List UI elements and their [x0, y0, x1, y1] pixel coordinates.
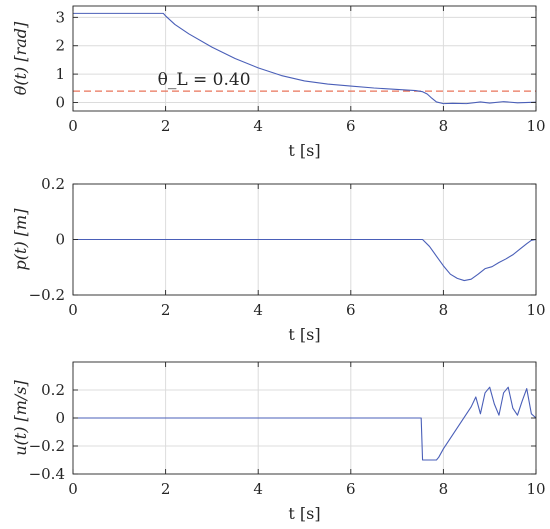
theta-series-line [73, 12, 537, 105]
velocity-x-axis-label: t [s] [288, 504, 320, 523]
velocity-x-tick-label: 10 [526, 480, 545, 498]
theta-y-tick-label: 3 [55, 8, 65, 26]
theta-subplot: 0 2 4 6 8 10 0 1 2 3 t [s] θ(t) [rad] θ_L = 0.40 [11, 5, 546, 160]
theta-x-tick-label: 4 [253, 117, 263, 135]
velocity-x-tick-label: 0 [68, 480, 78, 498]
theta-y-tick-label: 1 [55, 65, 65, 83]
position-x-tick-label: 10 [526, 301, 545, 319]
velocity-subplot: 0 2 4 6 8 10 −0.4 −0.2 0 0.2 t [s] u(t) [m/s] [11, 361, 546, 523]
position-x-axis-label: t [s] [288, 325, 320, 344]
position-y-axis-label: p(t) [m] [11, 208, 30, 271]
velocity-y-tick-label: −0.4 [29, 465, 65, 483]
velocity-series-line [73, 386, 537, 461]
velocity-x-tick-label: 2 [161, 480, 171, 498]
theta-axes-frame [72, 5, 537, 112]
velocity-x-tick-label: 6 [346, 480, 356, 498]
velocity-x-tick-label: 8 [439, 480, 449, 498]
velocity-y-tick-label: 0.2 [41, 381, 65, 399]
theta-x-axis-label: t [s] [288, 141, 320, 160]
velocity-y-axis-label: u(t) [m/s] [11, 379, 30, 455]
position-series-line [73, 238, 537, 282]
position-x-tick-label: 0 [68, 301, 78, 319]
theta-x-tick-label: 6 [346, 117, 356, 135]
theta-x-tick-label: 8 [439, 117, 449, 135]
position-y-tick-label: −0.2 [29, 286, 65, 304]
position-x-tick-label: 6 [346, 301, 356, 319]
theta-x-tick-label: 10 [526, 117, 545, 135]
theta-y-axis-label: θ(t) [rad] [11, 21, 30, 95]
position-y-tick-label: 0.2 [41, 175, 65, 193]
velocity-x-tick-label: 4 [253, 480, 263, 498]
position-subplot: 0 2 4 6 8 10−0.200.2t [s]p(t) [m] [11, 175, 546, 344]
theta-x-tick-label: 2 [161, 117, 171, 135]
position-x-tick-label: 2 [161, 301, 171, 319]
theta-x-tick-label: 0 [68, 117, 78, 135]
theta-y-tick-label: 2 [55, 37, 65, 55]
position-y-tick-label: 0 [55, 231, 65, 249]
velocity-y-tick-label: 0 [55, 409, 65, 427]
velocity-y-tick-label: −0.2 [29, 437, 65, 455]
position-x-tick-label: 8 [439, 301, 449, 319]
position-x-tick-label: 4 [253, 301, 263, 319]
theta-y-tick-label: 0 [55, 93, 65, 111]
theta-annotation: θ_L = 0.40 [158, 70, 251, 90]
